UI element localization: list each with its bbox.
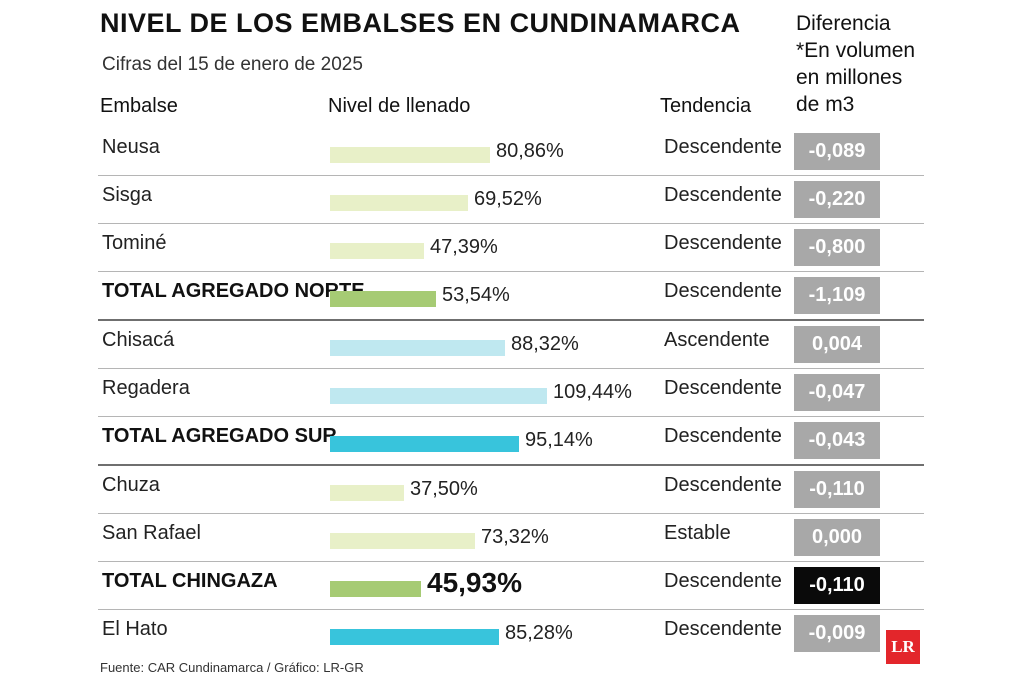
- trend-label: Estable: [664, 522, 731, 544]
- fill-level-label: 69,52%: [474, 188, 542, 210]
- fill-level-label: 73,32%: [481, 526, 549, 548]
- fill-level-label: 80,86%: [496, 140, 564, 162]
- fill-level-bar: [330, 147, 490, 163]
- diff-column-header: Diferencia *En volumen en millones de m3: [796, 10, 1016, 118]
- volume-diff-badge: -0,800: [794, 229, 880, 266]
- lr-logo: LR: [886, 630, 920, 664]
- trend-label: Descendente: [664, 474, 782, 496]
- trend-label: Descendente: [664, 184, 782, 206]
- fill-level-bar: [330, 340, 505, 356]
- fill-level-bar: [330, 388, 547, 404]
- diff-header-line: Diferencia: [796, 12, 891, 35]
- volume-diff-badge: -1,109: [794, 277, 880, 314]
- fill-level-label: 45,93%: [427, 567, 522, 598]
- table-row: Chisacá 88,32% Ascendente 0,004: [98, 321, 924, 369]
- diff-header-line: en millones: [796, 66, 903, 89]
- fill-level-bar: [330, 291, 436, 307]
- volume-diff-badge: 0,000: [794, 519, 880, 556]
- reservoir-name: Sisga: [102, 184, 153, 206]
- table-row: San Rafael 73,32% Estable 0,000: [98, 514, 924, 562]
- volume-diff-badge: -0,110: [794, 471, 880, 508]
- tendencia-column-header: Tendencia: [660, 95, 752, 117]
- embalse-column-header: Embalse: [100, 95, 178, 117]
- fill-level-bar: [330, 581, 421, 597]
- volume-diff-badge: -0,220: [794, 181, 880, 218]
- reservoir-name: TOTAL AGREGADO SUR: [102, 425, 337, 447]
- fill-level-label: 95,14%: [525, 429, 593, 451]
- trend-label: Descendente: [664, 377, 782, 399]
- table-row: Tominé 47,39% Descendente -0,800: [98, 224, 924, 272]
- page-title: NIVEL DE LOS EMBALSES EN CUNDINAMARCA: [100, 8, 741, 38]
- fill-level-label: 37,50%: [410, 478, 478, 500]
- source-note: Fuente: CAR Cundinamarca / Gráfico: LR-G…: [100, 660, 364, 675]
- reservoir-name: TOTAL AGREGADO NORTE: [102, 280, 365, 302]
- volume-diff-badge: -0,009: [794, 615, 880, 652]
- trend-label: Descendente: [664, 425, 782, 447]
- table-row: TOTAL AGREGADO NORTE 53,54% Descendente -1,…: [98, 272, 924, 321]
- fill-level-label: 47,39%: [430, 236, 498, 258]
- fill-level-bar: [330, 436, 519, 452]
- table-row: Neusa 80,86% Descendente -0,089: [98, 128, 924, 176]
- volume-diff-badge: 0,004: [794, 326, 880, 363]
- trend-label: Descendente: [664, 232, 782, 254]
- volume-diff-badge: -0,043: [794, 422, 880, 459]
- trend-label: Descendente: [664, 618, 782, 640]
- fill-level-bar: [330, 629, 499, 645]
- fill-level-bar: [330, 243, 424, 259]
- trend-label: Descendente: [664, 136, 782, 158]
- trend-label: Descendente: [664, 570, 782, 592]
- volume-diff-badge: -0,047: [794, 374, 880, 411]
- fill-level-label: 85,28%: [505, 622, 573, 644]
- fill-level-bar: [330, 195, 468, 211]
- page-subtitle: Cifras del 15 de enero de 2025: [102, 54, 363, 75]
- reservoir-name: Neusa: [102, 136, 160, 158]
- reservoir-name: Tominé: [102, 232, 167, 254]
- fill-level-bar: [330, 533, 475, 549]
- fill-level-label: 109,44%: [553, 381, 632, 403]
- trend-label: Descendente: [664, 280, 782, 302]
- fill-level-label: 88,32%: [511, 333, 579, 355]
- reservoir-name: San Rafael: [102, 522, 201, 544]
- reservoir-name: TOTAL CHINGAZA: [102, 570, 278, 592]
- volume-diff-badge: -0,089: [794, 133, 880, 170]
- nivel-column-header: Nivel de llenado: [328, 95, 471, 117]
- fill-level-label: 53,54%: [442, 284, 510, 306]
- table-row: TOTAL CHINGAZA 45,93% Descendente -0,110: [98, 562, 924, 610]
- diff-header-line: *En volumen: [796, 39, 916, 62]
- table-row: Regadera 109,44% Descendente -0,047: [98, 369, 924, 417]
- diff-header-line: de m3: [796, 93, 855, 116]
- reservoir-name: Chuza: [102, 474, 160, 496]
- table-row: Sisga 69,52% Descendente -0,220: [98, 176, 924, 224]
- reservoir-name: Regadera: [102, 377, 190, 399]
- table-row: Chuza 37,50% Descendente -0,110: [98, 466, 924, 514]
- reservoir-name: Chisacá: [102, 329, 175, 351]
- trend-label: Ascendente: [664, 329, 770, 351]
- table-row: TOTAL AGREGADO SUR 95,14% Descendente -0,04…: [98, 417, 924, 466]
- fill-level-bar: [330, 485, 404, 501]
- volume-diff-badge: -0,110: [794, 567, 880, 604]
- reservoir-name: El Hato: [102, 618, 168, 640]
- reservoir-table: Neusa 80,86% Descendente -0,089 Sisga 69,52% D…: [98, 128, 924, 657]
- table-row: El Hato 85,28% Descendente -0,009: [98, 610, 924, 657]
